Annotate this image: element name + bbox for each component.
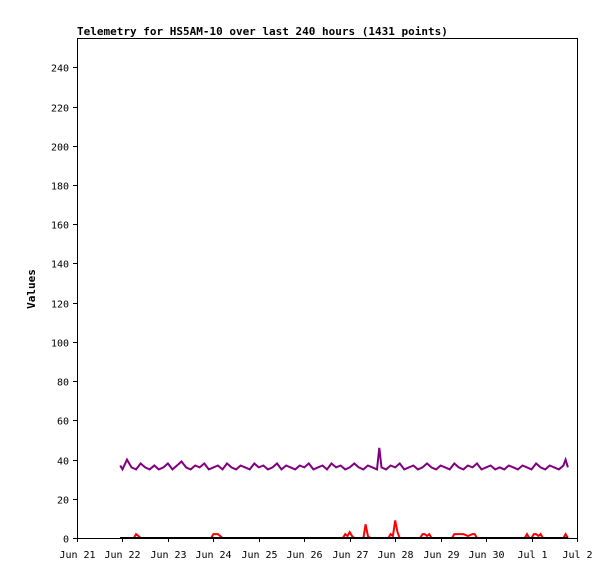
y-tick-label: 40 — [57, 457, 69, 468]
x-tick-label: Jun 27 — [332, 550, 368, 561]
y-axis-label: Values — [25, 269, 38, 309]
x-axis-ticks: Jun 21 Jun 22 Jun 23 Jun 24 Jun 25 Jun 26 Jun … — [59, 538, 593, 561]
x-tick-label: Jun 24 — [195, 550, 231, 561]
x-tick-label: Jun 21 — [59, 550, 95, 561]
series-layer — [119, 447, 569, 539]
y-tick-label: 220 — [51, 104, 69, 115]
y-tick-label: 0 — [63, 535, 69, 546]
y-tick-label: 160 — [51, 221, 69, 232]
x-tick-label: Jun 29 — [423, 550, 459, 561]
x-tick-label: Jun 28 — [377, 550, 413, 561]
y-axis-ticks: 0 20 40 60 80 100 120 140 160 180 200 220 240 — [51, 64, 77, 546]
x-tick-label: Jun 22 — [104, 550, 140, 561]
chart-title: Telemetry for HS5AM-10 over last 240 hou… — [77, 25, 448, 38]
x-tick-label: Jun 25 — [241, 550, 277, 561]
plot-frame — [77, 38, 578, 539]
series-line-1 — [119, 447, 569, 472]
x-tick-label: Jul 1 — [517, 550, 547, 561]
x-tick-label: Jun 30 — [468, 550, 504, 561]
x-tick-label: Jun 26 — [286, 550, 322, 561]
y-tick-label: 240 — [51, 64, 69, 75]
y-tick-label: 120 — [51, 300, 69, 311]
y-tick-label: 60 — [57, 417, 69, 428]
x-tick-label: Jun 23 — [150, 550, 186, 561]
y-tick-label: 100 — [51, 339, 69, 350]
y-tick-label: 180 — [51, 182, 69, 193]
y-tick-label: 200 — [51, 143, 69, 154]
y-tick-label: 140 — [51, 260, 69, 271]
y-tick-label: 80 — [57, 378, 69, 389]
y-tick-label: 20 — [57, 496, 69, 507]
x-tick-label: Jul 2 — [562, 550, 592, 561]
